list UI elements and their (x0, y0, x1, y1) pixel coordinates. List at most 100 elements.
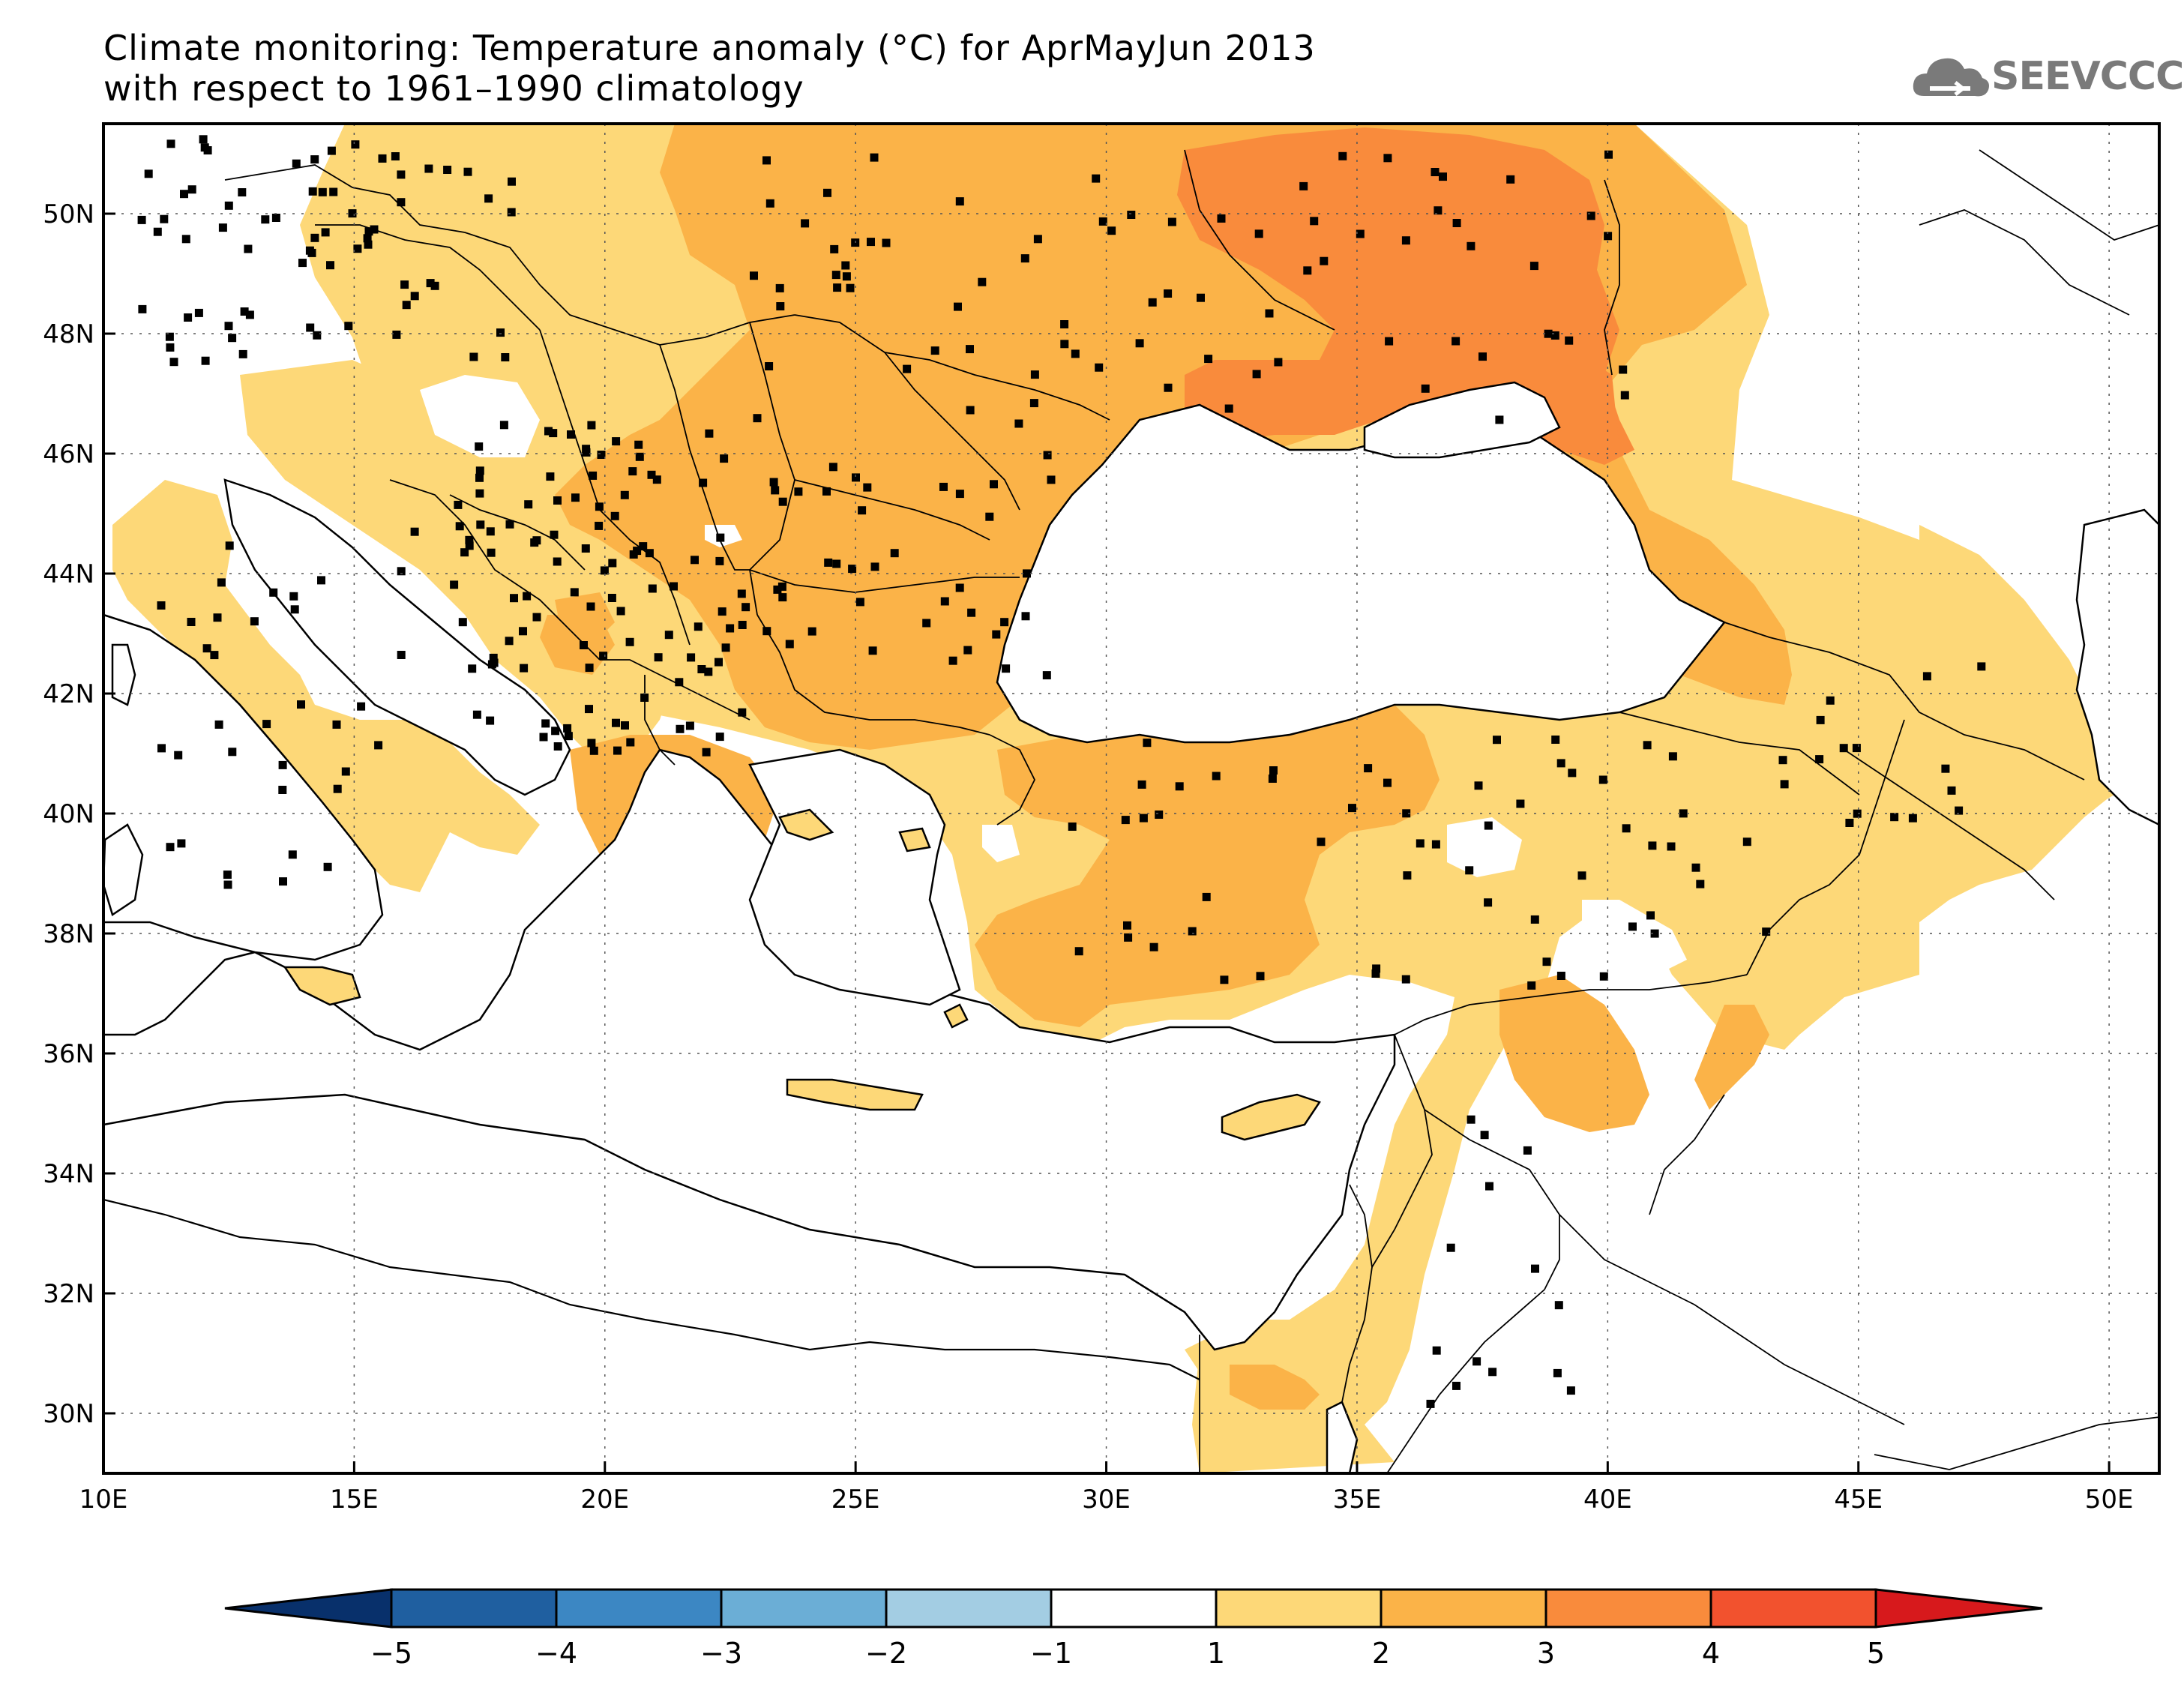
station-marker (1550, 331, 1559, 340)
station-marker (1815, 755, 1824, 764)
coastlines (103, 1198, 1200, 1380)
station-marker (822, 487, 831, 496)
station-marker (1303, 266, 1312, 275)
station-marker (426, 279, 435, 288)
map-axes: 10E 15E 20E 25E 30E 35E 40E 45E 50E 30N 32N 34N 36N 3… (43, 199, 2133, 1515)
station-marker (715, 733, 724, 742)
station-marker (1531, 1264, 1539, 1273)
station-marker (664, 631, 673, 640)
station-marker (613, 746, 622, 755)
station-marker (1452, 219, 1461, 227)
lat-tick-label: 44N (43, 559, 94, 589)
station-marker (157, 601, 166, 610)
station-marker (585, 705, 593, 714)
station-marker (930, 346, 939, 355)
station-marker (397, 198, 406, 207)
station-marker (475, 466, 484, 475)
station-marker (1000, 618, 1009, 627)
station-marker (443, 166, 452, 174)
station-marker (823, 188, 831, 197)
station-marker (1014, 419, 1023, 428)
seevccc-logo: SEEVCCC (1910, 43, 2184, 111)
station-marker (469, 352, 478, 361)
station-marker (391, 152, 400, 160)
colorbar-swatch (1544, 1588, 1712, 1629)
lat-tick-label: 38N (43, 919, 94, 949)
station-marker (1071, 349, 1080, 358)
anomaly-2-3-anatolia (975, 697, 1440, 1027)
station-marker (546, 472, 555, 481)
station-marker (1095, 363, 1104, 372)
station-marker (144, 169, 153, 178)
station-marker (1432, 1346, 1441, 1355)
station-marker (716, 533, 725, 542)
station-marker (450, 580, 459, 589)
station-marker (460, 548, 469, 557)
station-marker (1107, 226, 1116, 235)
country-borders (224, 149, 2159, 1473)
station-marker (532, 613, 541, 622)
station-marker (628, 467, 637, 476)
station-marker (762, 156, 771, 165)
station-marker (357, 702, 366, 711)
station-marker (785, 640, 794, 649)
station-marker (363, 234, 372, 243)
colorbar-min-arrow (224, 1588, 393, 1629)
station-marker (1060, 340, 1069, 349)
station-marker (738, 708, 747, 717)
station-marker (370, 225, 379, 234)
station-marker (1466, 241, 1475, 250)
station-marker (621, 721, 629, 730)
station-marker (846, 283, 855, 292)
station-marker (289, 592, 298, 601)
station-marker (1220, 975, 1229, 984)
station-marker (1431, 168, 1440, 176)
station-marker (1074, 947, 1083, 956)
station-marker (378, 154, 387, 163)
station-marker (616, 607, 625, 616)
station-marker (694, 622, 703, 631)
station-marker (1622, 824, 1631, 833)
station-marker (549, 429, 558, 438)
station-marker (1401, 236, 1410, 245)
station-marker (327, 146, 336, 155)
station-marker (262, 720, 271, 729)
station-marker (290, 605, 299, 614)
station-marker (313, 331, 322, 340)
station-marker (633, 547, 642, 556)
station-marker (169, 358, 178, 367)
station-marker (1155, 811, 1164, 819)
station-marker (1577, 871, 1586, 880)
station-marker (1092, 174, 1101, 183)
station-marker (402, 301, 411, 310)
lon-tick-label: 15E (330, 1485, 379, 1515)
colorbar-label: −1 (1030, 1637, 1072, 1670)
station-marker (166, 139, 175, 148)
station-marker (563, 724, 572, 733)
adriatic-sea (223, 478, 571, 796)
station-marker (1648, 841, 1657, 850)
station-marker (778, 497, 787, 506)
station-marker (978, 277, 987, 286)
colorbar-label: −3 (700, 1637, 742, 1670)
station-marker (228, 334, 237, 343)
station-marker (550, 530, 559, 539)
anomaly-2-3-syria (1499, 975, 1649, 1132)
station-marker (1317, 838, 1326, 846)
colorbar-swatch (555, 1588, 723, 1629)
station-marker (963, 646, 972, 655)
station-marker (595, 502, 604, 511)
station-marker (587, 739, 596, 748)
station-marker (807, 627, 816, 636)
station-marker (1566, 1386, 1575, 1395)
station-marker (187, 618, 196, 626)
anomaly-2-3-iraq (1694, 1005, 1769, 1110)
station-marker (1478, 352, 1487, 361)
station-marker (1523, 1146, 1532, 1155)
station-marker (1643, 741, 1652, 750)
cloud-icon (1913, 58, 1989, 97)
islands (102, 643, 1321, 1141)
station-marker (882, 238, 891, 247)
station-marker (625, 637, 634, 646)
station-marker (1364, 764, 1373, 773)
